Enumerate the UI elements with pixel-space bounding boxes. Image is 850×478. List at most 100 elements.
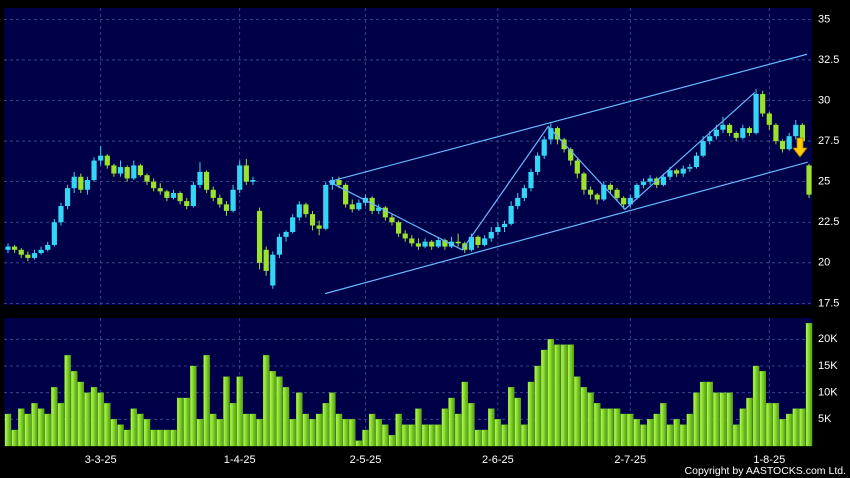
- candle-body: [5, 246, 11, 250]
- y-tick-label: 22.5: [818, 216, 839, 228]
- volume-bar: [560, 344, 568, 447]
- volume-bar: [594, 403, 601, 447]
- volume-bar: [183, 397, 190, 447]
- candle-body: [25, 254, 31, 258]
- volume-bar: [468, 403, 475, 447]
- candle-body: [568, 149, 574, 161]
- candle-body: [475, 236, 481, 245]
- volume-bar: [673, 419, 680, 447]
- candle-body: [521, 188, 527, 198]
- volume-bar: [779, 419, 786, 447]
- volume-bar: [256, 419, 263, 447]
- volume-bar: [514, 397, 521, 447]
- volume-bar: [289, 419, 296, 447]
- volume-bar: [97, 392, 104, 447]
- candle-body: [415, 243, 422, 247]
- volume-bar: [51, 387, 58, 447]
- volume-bar: [799, 408, 806, 447]
- volume-bar: [124, 429, 131, 447]
- volume-bar: [461, 381, 468, 447]
- volume-bar: [90, 387, 98, 447]
- volume-bar: [421, 424, 429, 447]
- volume-bar: [137, 413, 144, 447]
- volume-bar: [110, 419, 118, 447]
- volume-bar: [507, 387, 515, 447]
- y-tick-label: 25: [818, 176, 830, 188]
- candle-body: [243, 165, 249, 182]
- volume-bar: [448, 397, 455, 447]
- candle-body: [316, 225, 322, 229]
- volume-bar: [494, 419, 502, 447]
- candle-body: [508, 206, 514, 224]
- volume-bar: [481, 429, 488, 447]
- volume-bar: [567, 344, 574, 447]
- candle-body: [38, 249, 44, 254]
- volume-bar: [746, 397, 753, 447]
- candle-body: [137, 165, 143, 176]
- trend-line: [328, 91, 756, 251]
- volume-bar: [587, 392, 594, 447]
- candle-body: [660, 176, 666, 185]
- y-tick-label: 15K: [818, 360, 838, 372]
- volume-bar: [64, 355, 71, 447]
- volume-bar: [527, 381, 535, 447]
- volume-bar: [282, 387, 290, 447]
- candle-body: [733, 132, 739, 138]
- volume-bar: [541, 349, 548, 447]
- candle-body: [581, 173, 587, 190]
- candle-body: [779, 141, 786, 150]
- volume-bar: [547, 339, 554, 447]
- candle-body: [170, 193, 177, 198]
- candle-body: [117, 167, 124, 174]
- candle-body: [654, 178, 660, 185]
- x-tick-label: 2-5-25: [350, 454, 382, 466]
- volume-bar: [71, 371, 78, 447]
- candle-body: [309, 214, 316, 226]
- copyright: Copyright by AASTOCKS.com Ltd.: [685, 465, 846, 477]
- candle-body: [98, 155, 104, 161]
- candle-body: [283, 231, 289, 237]
- candle-body: [740, 128, 746, 138]
- volume-bar: [57, 403, 65, 447]
- price-panel: [4, 8, 812, 305]
- volume-bar: [229, 403, 237, 447]
- volume-bar: [349, 419, 356, 447]
- x-tick-label: 2-6-25: [482, 454, 514, 466]
- candle-body: [429, 241, 435, 247]
- y-tick-label: 30: [818, 94, 830, 106]
- volume-bar: [640, 424, 647, 447]
- candle-body: [640, 181, 647, 185]
- y-tick-label: 5K: [818, 413, 832, 425]
- y-tick-label: 17.5: [818, 297, 839, 309]
- candle-body: [574, 160, 580, 174]
- candle-body: [687, 167, 693, 169]
- volume-bar: [699, 381, 707, 447]
- volume-bar: [726, 392, 733, 447]
- volume-bar: [309, 419, 316, 447]
- volume-bar: [104, 403, 111, 447]
- down-arrow-icon: [792, 137, 808, 158]
- volume-bar: [243, 413, 250, 447]
- candle-body: [343, 184, 349, 205]
- candle-body: [111, 165, 117, 174]
- candle-body: [217, 197, 223, 205]
- volume-bar: [733, 424, 740, 447]
- candle-body: [91, 160, 97, 181]
- y-tick-label: 35: [818, 13, 830, 25]
- volume-bar: [580, 387, 588, 447]
- volume-bar: [11, 429, 18, 447]
- candle-body: [594, 194, 600, 200]
- volume-bar: [249, 413, 257, 447]
- volume-bar: [666, 424, 674, 447]
- candle-body: [482, 238, 488, 245]
- candle-body: [369, 197, 375, 211]
- volume-bar: [163, 429, 171, 447]
- candle-body: [435, 240, 441, 247]
- y-tick-label: 20K: [818, 333, 838, 345]
- volume-bar: [382, 424, 389, 447]
- volume-bar: [236, 376, 243, 447]
- candle-body: [753, 94, 759, 133]
- volume-bar: [600, 408, 607, 447]
- candle-body: [58, 206, 64, 223]
- volume-bar: [607, 408, 614, 447]
